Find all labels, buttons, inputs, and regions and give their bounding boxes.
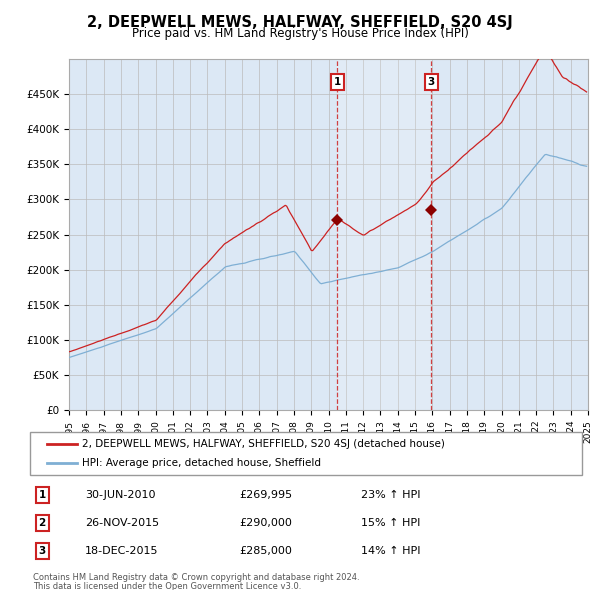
Text: Contains HM Land Registry data © Crown copyright and database right 2024.: Contains HM Land Registry data © Crown c… [33,573,359,582]
Text: HPI: Average price, detached house, Sheffield: HPI: Average price, detached house, Shef… [82,458,322,468]
Text: 26-NOV-2015: 26-NOV-2015 [85,518,160,527]
Bar [337,59,431,410]
Text: 1: 1 [38,490,46,500]
Text: 2, DEEPWELL MEWS, HALFWAY, SHEFFIELD, S20 4SJ (detached house): 2, DEEPWELL MEWS, HALFWAY, SHEFFIELD, S2… [82,439,445,449]
Text: Price paid vs. HM Land Registry's House Price Index (HPI): Price paid vs. HM Land Registry's House … [131,27,469,40]
Text: 18-DEC-2015: 18-DEC-2015 [85,546,158,556]
FancyBboxPatch shape [30,432,582,475]
Text: £269,995: £269,995 [240,490,293,500]
Text: 2: 2 [38,518,46,527]
Text: 3: 3 [38,546,46,556]
Text: 30-JUN-2010: 30-JUN-2010 [85,490,156,500]
Text: 14% ↑ HPI: 14% ↑ HPI [361,546,421,556]
Text: This data is licensed under the Open Government Licence v3.0.: This data is licensed under the Open Gov… [33,582,301,590]
Text: 3: 3 [428,77,435,87]
Text: £285,000: £285,000 [240,546,293,556]
Text: £290,000: £290,000 [240,518,293,527]
Text: 2, DEEPWELL MEWS, HALFWAY, SHEFFIELD, S20 4SJ: 2, DEEPWELL MEWS, HALFWAY, SHEFFIELD, S2… [87,15,513,30]
Text: 15% ↑ HPI: 15% ↑ HPI [361,518,421,527]
Text: 23% ↑ HPI: 23% ↑ HPI [361,490,421,500]
Text: 1: 1 [334,77,341,87]
